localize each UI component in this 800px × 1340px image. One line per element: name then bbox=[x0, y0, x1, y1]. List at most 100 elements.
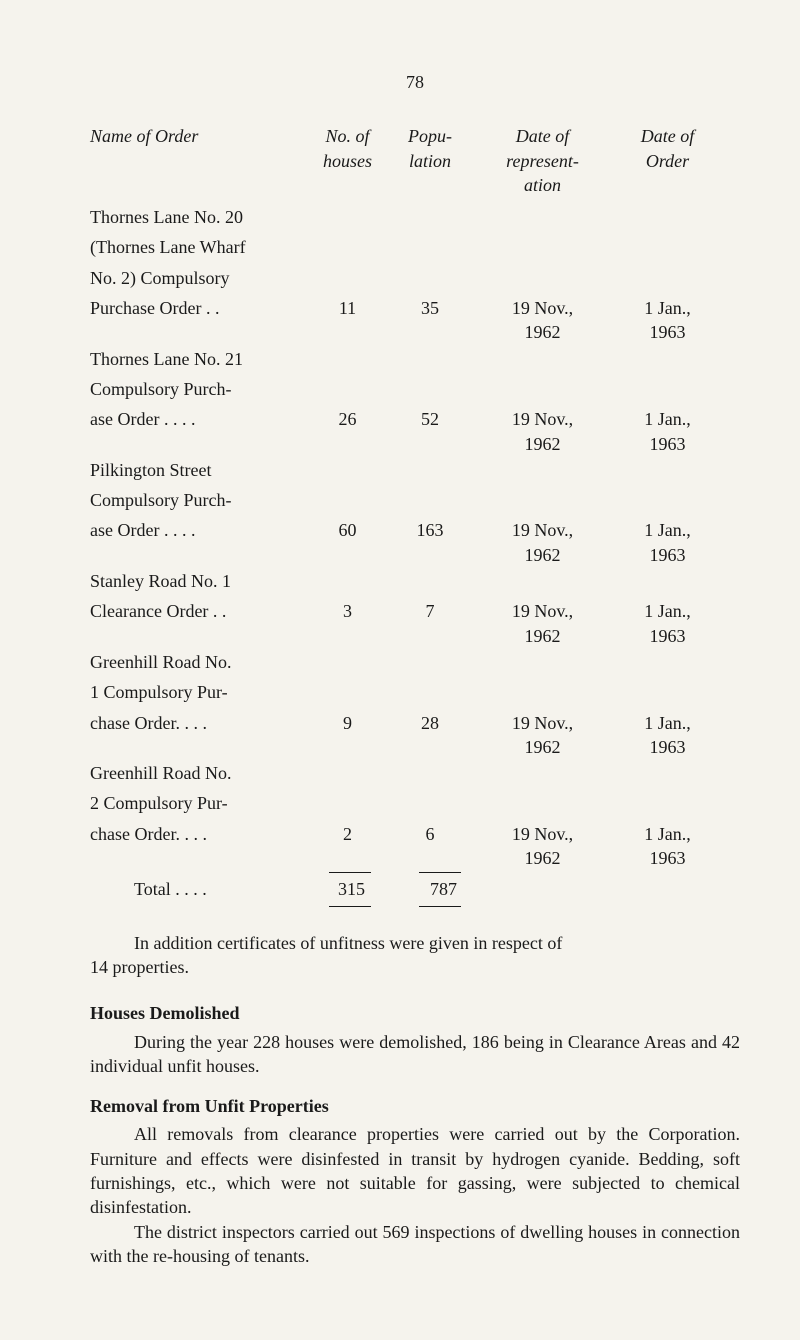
order-date-order: 1 Jan.,1963 bbox=[610, 296, 725, 345]
date-rep-l1: 19 Nov., bbox=[475, 599, 610, 623]
date-rep-l2: 1962 bbox=[475, 624, 610, 648]
orders-table: Name of Order No. of houses Popu- lation… bbox=[90, 124, 740, 906]
order-population: 35 bbox=[385, 296, 475, 345]
date-rep-l2: 1962 bbox=[475, 735, 610, 759]
order-row: Greenhill Road No. 1 Compulsory Pur-chase… bbox=[90, 650, 740, 759]
order-date-order: 1 Jan.,1963 bbox=[610, 518, 725, 567]
rule-below-total bbox=[90, 902, 740, 907]
order-name-line: No. 2) Compulsory bbox=[90, 266, 310, 290]
heading-houses-demolished: Houses Demolished bbox=[90, 1001, 740, 1025]
date-rep-l1: 19 Nov., bbox=[475, 518, 610, 542]
header-houses-l2: houses bbox=[310, 149, 385, 173]
order-name-line: Compulsory Purch- bbox=[90, 377, 310, 401]
order-date-representation: 19 Nov.,1962 bbox=[475, 822, 610, 871]
paragraph-houses-demolished: During the year 228 houses were demolish… bbox=[90, 1030, 740, 1079]
order-population: 7 bbox=[385, 599, 475, 648]
header-name: Name of Order bbox=[90, 124, 310, 197]
order-houses: 9 bbox=[310, 711, 385, 760]
header-date1-l3: ation bbox=[475, 173, 610, 197]
date-ord-l2: 1963 bbox=[610, 735, 725, 759]
order-date-representation: 19 Nov.,1962 bbox=[475, 407, 610, 456]
order-houses: 11 bbox=[310, 296, 385, 345]
order-population: 52 bbox=[385, 407, 475, 456]
orders-container: Thornes Lane No. 20 (Thornes Lane Wharf No… bbox=[90, 205, 740, 870]
order-name-line: Compulsory Purch- bbox=[90, 488, 310, 512]
header-date2-l2: Order bbox=[610, 149, 725, 173]
total-row: Total . . . . 315 787 bbox=[90, 877, 740, 901]
total-population: 787 bbox=[385, 877, 475, 901]
header-population: Popu- lation bbox=[385, 124, 475, 197]
header-date-order: Date of Order bbox=[610, 124, 725, 197]
order-row: Thornes Lane No. 21 Compulsory Purch-ase … bbox=[90, 347, 740, 456]
header-popu-l1: Popu- bbox=[385, 124, 475, 148]
date-ord-l1: 1 Jan., bbox=[610, 711, 725, 735]
order-name-line: Greenhill Road No. bbox=[90, 761, 310, 785]
order-houses: 60 bbox=[310, 518, 385, 567]
date-ord-l2: 1963 bbox=[610, 543, 725, 567]
order-population: 6 bbox=[385, 822, 475, 871]
order-name-last: ase Order . . . . bbox=[90, 407, 310, 456]
paragraph-removals: All removals from clearance properties w… bbox=[90, 1122, 740, 1219]
date-rep-l2: 1962 bbox=[475, 320, 610, 344]
header-date2-l1: Date of bbox=[610, 124, 725, 148]
order-name-line: Thornes Lane No. 21 bbox=[90, 347, 310, 371]
order-row: Thornes Lane No. 20 (Thornes Lane Wharf No… bbox=[90, 205, 740, 344]
order-population: 163 bbox=[385, 518, 475, 567]
order-name-last: Clearance Order . . bbox=[90, 599, 310, 648]
order-name-line: Thornes Lane No. 20 bbox=[90, 205, 310, 229]
order-date-representation: 19 Nov.,1962 bbox=[475, 296, 610, 345]
order-name-line: 1 Compulsory Pur- bbox=[90, 680, 310, 704]
header-date1-l1: Date of bbox=[475, 124, 610, 148]
date-rep-l1: 19 Nov., bbox=[475, 407, 610, 431]
page-number: 78 bbox=[90, 70, 740, 94]
table-header: Name of Order No. of houses Popu- lation… bbox=[90, 124, 740, 197]
header-name-text: Name of Order bbox=[90, 126, 198, 146]
order-population: 28 bbox=[385, 711, 475, 760]
header-date1-l2: represent- bbox=[475, 149, 610, 173]
order-name-line: Pilkington Street bbox=[90, 458, 310, 482]
heading-removal-unfit: Removal from Unfit Properties bbox=[90, 1094, 740, 1118]
order-date-representation: 19 Nov.,1962 bbox=[475, 711, 610, 760]
date-ord-l1: 1 Jan., bbox=[610, 822, 725, 846]
order-name-last: chase Order. . . . bbox=[90, 711, 310, 760]
date-rep-l2: 1962 bbox=[475, 543, 610, 567]
order-date-order: 1 Jan.,1963 bbox=[610, 599, 725, 648]
header-date-representation: Date of represent- ation bbox=[475, 124, 610, 197]
order-houses: 3 bbox=[310, 599, 385, 648]
header-houses-l1: No. of bbox=[310, 124, 385, 148]
order-name-last: Purchase Order . . bbox=[90, 296, 310, 345]
order-row: Greenhill Road No. 2 Compulsory Pur-chase… bbox=[90, 761, 740, 870]
date-ord-l1: 1 Jan., bbox=[610, 599, 725, 623]
order-row: Pilkington Street Compulsory Purch-ase Or… bbox=[90, 458, 740, 567]
header-popu-l2: lation bbox=[385, 149, 475, 173]
total-houses: 315 bbox=[310, 877, 385, 901]
order-houses: 26 bbox=[310, 407, 385, 456]
header-houses: No. of houses bbox=[310, 124, 385, 197]
order-name-line: 2 Compulsory Pur- bbox=[90, 791, 310, 815]
date-ord-l1: 1 Jan., bbox=[610, 296, 725, 320]
date-rep-l1: 19 Nov., bbox=[475, 296, 610, 320]
order-name-line: (Thornes Lane Wharf bbox=[90, 235, 310, 259]
date-ord-l2: 1963 bbox=[610, 624, 725, 648]
paragraph-inspectors: The district inspectors carried out 569 … bbox=[90, 1220, 740, 1269]
order-date-order: 1 Jan.,1963 bbox=[610, 407, 725, 456]
order-date-representation: 19 Nov.,1962 bbox=[475, 599, 610, 648]
order-houses: 2 bbox=[310, 822, 385, 871]
order-name-last: ase Order . . . . bbox=[90, 518, 310, 567]
date-rep-l1: 19 Nov., bbox=[475, 711, 610, 735]
order-name-last: chase Order. . . . bbox=[90, 822, 310, 871]
order-date-representation: 19 Nov.,1962 bbox=[475, 518, 610, 567]
paragraph-certificates-l1: In addition certificates of unfitness we… bbox=[90, 931, 740, 955]
order-date-order: 1 Jan.,1963 bbox=[610, 822, 725, 871]
date-ord-l1: 1 Jan., bbox=[610, 407, 725, 431]
order-name-line: Greenhill Road No. bbox=[90, 650, 310, 674]
date-ord-l2: 1963 bbox=[610, 846, 725, 870]
date-ord-l1: 1 Jan., bbox=[610, 518, 725, 542]
date-rep-l2: 1962 bbox=[475, 432, 610, 456]
date-rep-l2: 1962 bbox=[475, 846, 610, 870]
paragraph-certificates-l2: 14 properties. bbox=[90, 955, 740, 979]
total-label: Total . . . . bbox=[90, 877, 310, 901]
date-rep-l1: 19 Nov., bbox=[475, 822, 610, 846]
date-ord-l2: 1963 bbox=[610, 432, 725, 456]
order-name-line: Stanley Road No. 1 bbox=[90, 569, 310, 593]
